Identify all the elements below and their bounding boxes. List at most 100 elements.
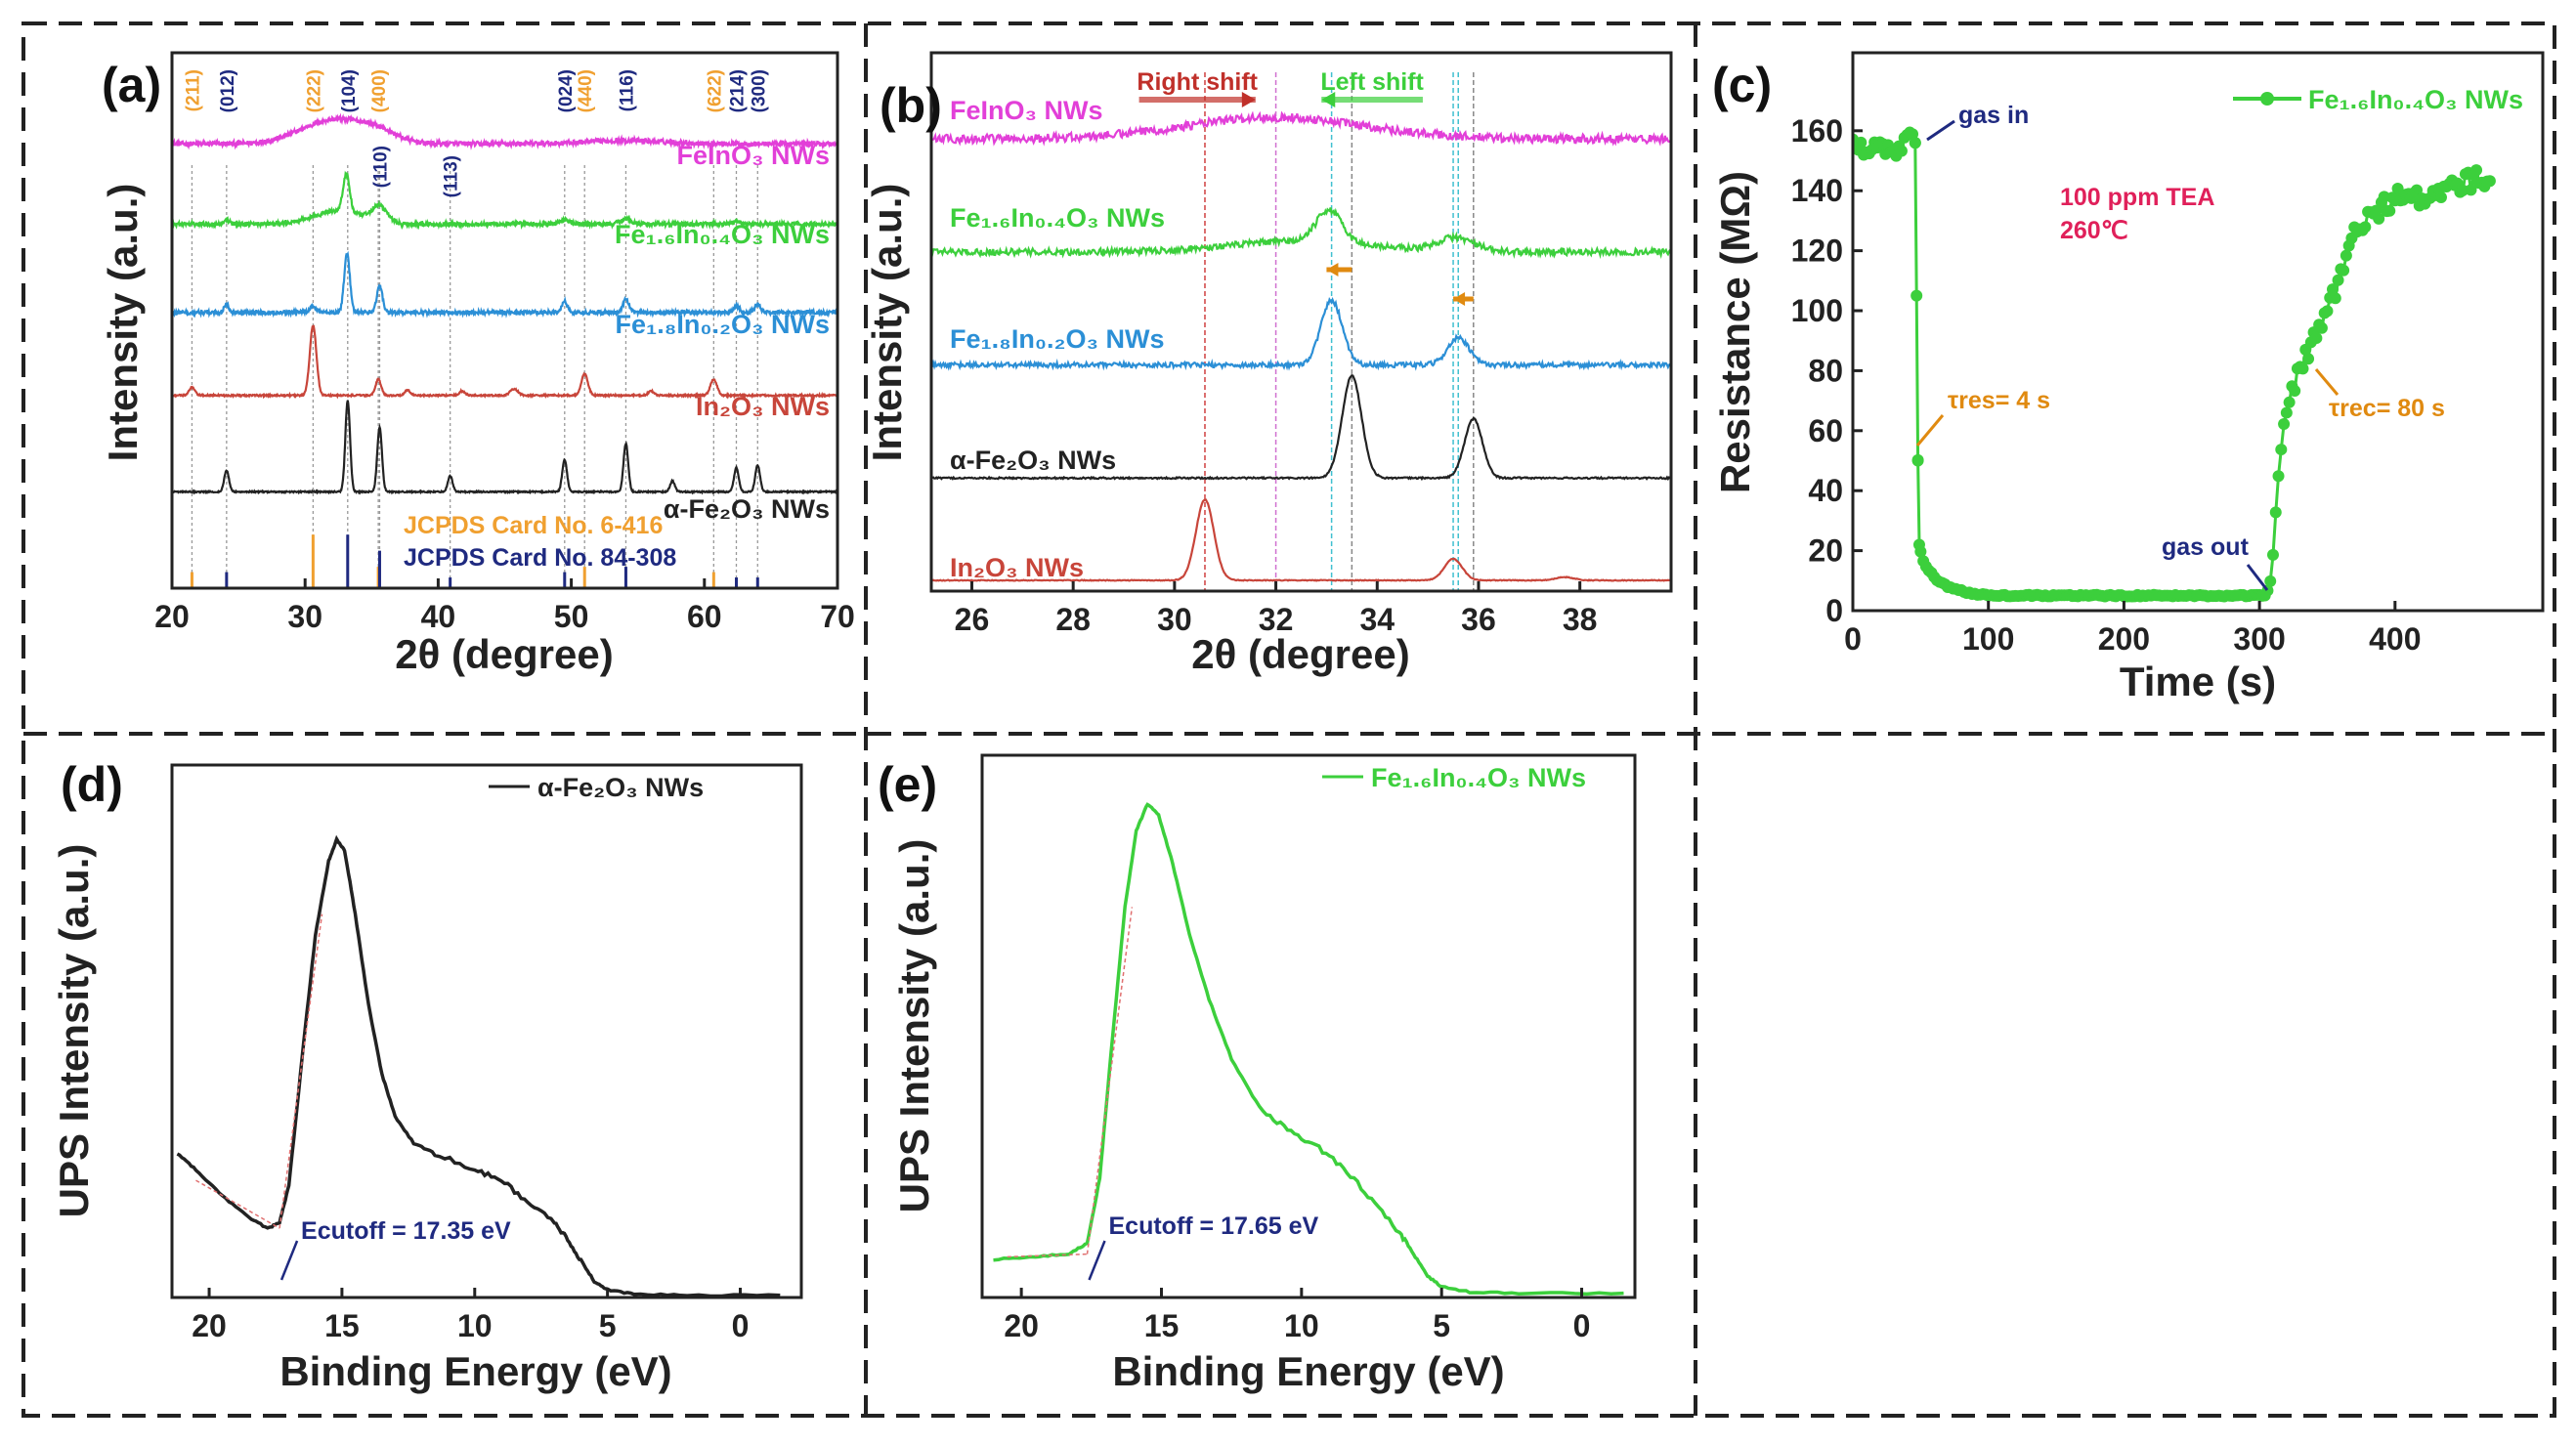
hkl-label: (211) (183, 69, 203, 111)
x-tick-label: 100 (1962, 621, 2014, 657)
x-tick-label: 5 (1433, 1308, 1450, 1343)
series-label: Fe₁.₆In₀.₄O₃ NWs (950, 203, 1165, 233)
data-point (2264, 574, 2277, 587)
series-label: Fe₁.₈In₀.₂O₃ NWs (616, 310, 830, 339)
series-line-4 (172, 400, 837, 495)
plot-frame (929, 51, 1673, 593)
x-tick-label: 20 (1004, 1308, 1039, 1343)
series-label: α-Fe₂O₃ NWs (664, 494, 830, 524)
panel-dividers (21, 21, 2556, 1418)
data-point (1914, 545, 1927, 558)
series-line-3 (172, 324, 837, 400)
series-line-0 (931, 110, 1671, 147)
x-tick-label: 20 (192, 1308, 227, 1343)
hkl-label: (024) (556, 69, 577, 112)
series-line-4 (931, 498, 1671, 582)
data-point (2465, 184, 2477, 196)
response-time-label: τres= 4 s (1948, 387, 2050, 414)
series-label: Fe₁.₆In₀.₄O₃ NWs (615, 220, 830, 249)
data-point (2283, 396, 2296, 408)
series-line-2 (931, 296, 1671, 371)
x-tick-label: 10 (1284, 1308, 1319, 1343)
y-axis-label: Intensity (a.u.) (100, 184, 146, 462)
x-tick-label: 5 (599, 1308, 617, 1343)
data-point (2269, 506, 2282, 519)
series-line-1 (172, 170, 837, 231)
x-tick-label: 400 (2369, 621, 2421, 657)
plot-area-c (1853, 126, 2496, 603)
y-tick-label: 60 (1808, 413, 1843, 448)
y-tick-label: 0 (1825, 593, 1843, 628)
panel-label: (b) (880, 78, 942, 133)
data-point (2434, 191, 2447, 203)
legend-label: α-Fe₂O₃ NWs (537, 773, 704, 802)
x-tick-label: 36 (1461, 602, 1496, 637)
ups-spectrum-line (993, 802, 1624, 1297)
arrow-head-icon (1241, 92, 1256, 107)
x-tick-label: 0 (1844, 621, 1862, 657)
y-axis-label: Resistance (MΩ) (1712, 171, 1758, 493)
data-point (2470, 164, 2483, 177)
outer-dashed-border (21, 21, 2556, 1418)
data-point (2310, 332, 2323, 345)
hkl-label: (622) (705, 69, 725, 112)
cutoff-arrow (279, 1240, 299, 1281)
y-tick-label: 80 (1808, 353, 1843, 388)
hkl-label: (104) (339, 69, 360, 112)
x-tick-label: 50 (554, 599, 589, 634)
data-point (1911, 289, 1923, 302)
cutoff-tangent-line (1086, 907, 1134, 1255)
x-axis-label: Binding Energy (eV) (279, 1348, 671, 1394)
legend-marker (2260, 92, 2274, 106)
panel-d: 20 15 10 5 0 (d) Binding Energy (eV) UPS Intens… (51, 757, 803, 1394)
data-point (2338, 264, 2350, 276)
x-tick-label: 10 (457, 1308, 493, 1343)
x-tick-label: 30 (1157, 602, 1192, 637)
series-label: Fe₁.₈In₀.₂O₃ NWs (950, 324, 1164, 354)
data-point (1855, 136, 1868, 149)
plot-area-a (172, 112, 837, 588)
y-axis-label: Intensity (a.u.) (864, 184, 910, 462)
data-point (2289, 384, 2301, 397)
condition-label: 100 ppm TEA (2060, 184, 2214, 211)
series-line-0 (172, 112, 837, 150)
recovery-arrow (2314, 368, 2340, 396)
cutoff-energy-label: Ecutoff = 17.35 eV (301, 1217, 511, 1245)
hkl-label: (440) (576, 69, 596, 112)
x-axis-label: 2θ (degree) (395, 631, 613, 677)
data-point (2411, 184, 2424, 196)
data-point (2329, 292, 2341, 305)
panel-label: (e) (878, 757, 937, 812)
x-tick-label: 38 (1563, 602, 1598, 637)
cutoff-arrow (1088, 1240, 1106, 1281)
plot-area-b (931, 72, 1671, 591)
series-label: In₂O₃ NWs (696, 392, 830, 421)
y-tick-label: 100 (1791, 293, 1843, 328)
x-tick-label: 300 (2233, 621, 2285, 657)
plot-area-d (176, 834, 781, 1297)
x-tick-label: 0 (732, 1308, 750, 1343)
data-point (2327, 283, 2340, 296)
reference-card-label: JCPDS Card No. 84-308 (404, 544, 676, 572)
x-tick-label: 28 (1055, 602, 1091, 637)
data-point (2272, 470, 2285, 483)
temperature-label: 260℃ (2060, 217, 2128, 244)
data-point (2302, 353, 2315, 365)
data-point (2359, 221, 2372, 234)
arrow-head-icon (1453, 292, 1466, 306)
panel-label: (c) (1712, 58, 1772, 112)
data-point (2383, 204, 2396, 217)
series-label: FeInO₃ NWs (677, 141, 831, 170)
data-point (2483, 175, 2496, 188)
hkl-label: (300) (749, 69, 769, 112)
cutoff-energy-label: Ecutoff = 17.65 eV (1109, 1212, 1319, 1240)
shift-label: Right shift (1137, 68, 1258, 96)
x-tick-label: 34 (1359, 602, 1395, 637)
data-point (2332, 274, 2344, 286)
y-axis-label: UPS Intensity (a.u.) (51, 844, 97, 1218)
series-label: In₂O₃ NWs (950, 553, 1084, 582)
data-point (2297, 362, 2309, 375)
y-tick-label: 20 (1808, 533, 1843, 569)
x-tick-label: 15 (324, 1308, 360, 1343)
